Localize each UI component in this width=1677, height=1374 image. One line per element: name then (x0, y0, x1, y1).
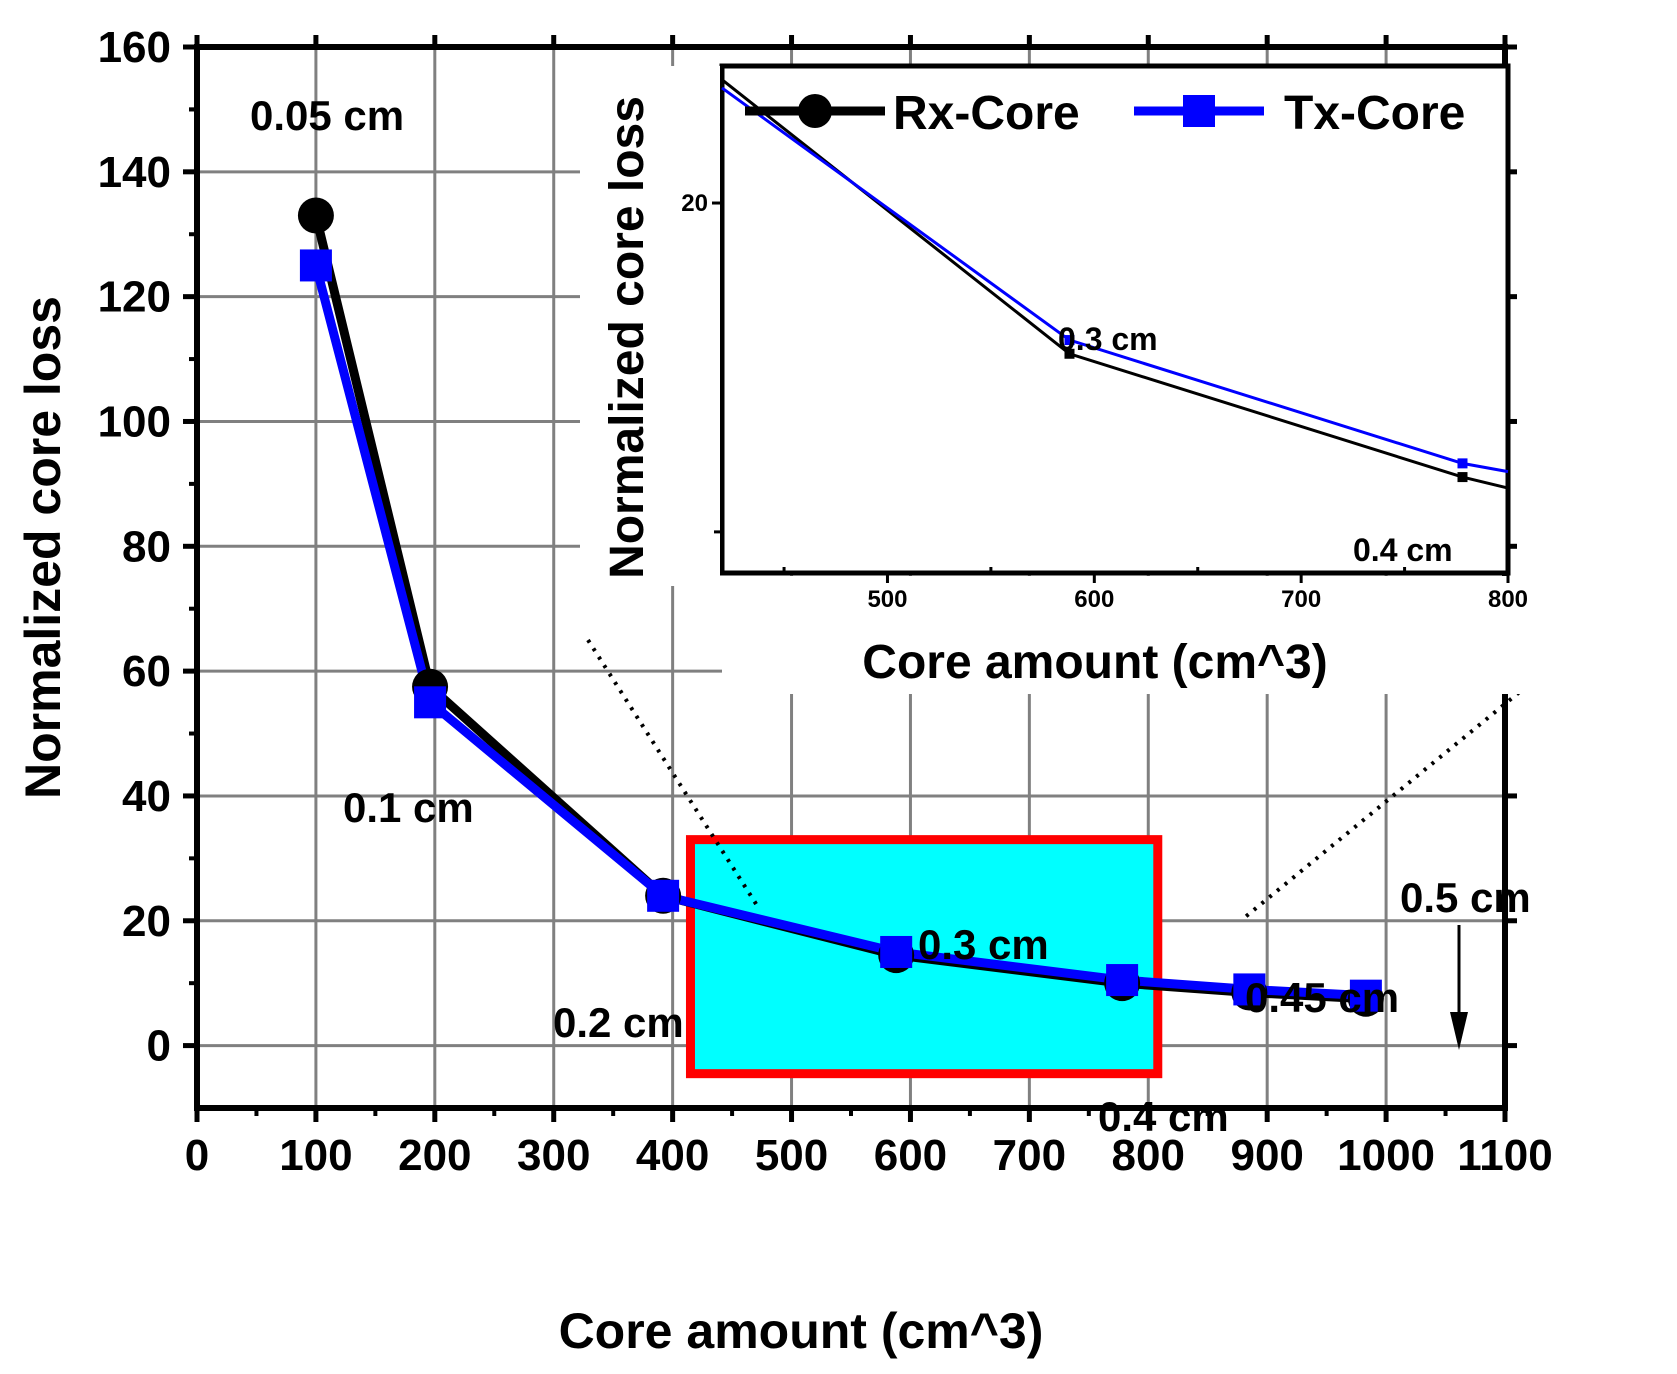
tx-core-point (1233, 973, 1266, 1006)
tx-core-point (880, 935, 913, 968)
inset-x-tick-label: 700 (1281, 586, 1321, 613)
inset-thickness-label: 0.3 cm (1058, 321, 1158, 357)
x-tick-label: 600 (874, 1131, 947, 1180)
inset-point-tx (1457, 458, 1468, 469)
zoom-line-left (586, 638, 760, 909)
inset-series-line-rx (721, 78, 1509, 490)
main-series (297, 197, 1384, 1017)
y-tick-label: 0 (147, 1022, 171, 1071)
tx-core-point (1106, 964, 1139, 997)
tx-core-point (647, 879, 680, 912)
y-tick-label: 20 (122, 897, 171, 946)
x-tick-label: 500 (755, 1131, 828, 1180)
arrow-head (1450, 1012, 1468, 1050)
tx-core-point (414, 686, 447, 719)
inset-y-axis-title: Normalized core loss (601, 96, 654, 579)
x-tick-label: 700 (993, 1131, 1066, 1180)
tx-core-point (1349, 979, 1382, 1012)
legend-marker-tx (1183, 95, 1215, 127)
x-tick-label: 200 (398, 1131, 471, 1180)
x-tick-label: 900 (1230, 1131, 1303, 1180)
y-tick-label: 80 (122, 522, 171, 571)
thickness-label: 0.5 cm (1400, 874, 1531, 921)
inset-frame (719, 63, 1511, 576)
x-tick-label: 800 (1112, 1131, 1185, 1180)
inset-point-rx (1064, 348, 1075, 359)
y-tick-label: 40 (122, 772, 171, 821)
x-tick-label: 1100 (1457, 1131, 1552, 1180)
thickness-label: 0.3 cm (918, 921, 1049, 968)
inset-thickness-label: 0.4 cm (1353, 532, 1453, 568)
inset-point-tx (1064, 335, 1075, 346)
x-tick-label: 100 (279, 1131, 352, 1180)
thickness-label: 0.2 cm (553, 999, 684, 1046)
inset-point-rx (1457, 472, 1468, 483)
inset-y-tick-label: 20 (681, 190, 708, 217)
thickness-label: 0.05 cm (250, 92, 404, 139)
y-axis-title: Normalized core loss (15, 296, 71, 799)
inset-x-tick-label: 600 (1074, 586, 1114, 613)
thickness-label: 0.1 cm (343, 784, 474, 831)
x-axis-title: Core amount (cm^3) (559, 1303, 1044, 1359)
thickness-label: 0.45 cm (1245, 974, 1399, 1021)
x-tick-label: 0 (185, 1131, 209, 1180)
legend-label-tx: Tx-Core (1284, 87, 1465, 140)
inset-x-tick-label: 500 (867, 586, 907, 613)
x-tick-label: 1000 (1337, 1131, 1435, 1180)
legend: Rx-Core Tx-Core (745, 87, 1465, 140)
inset-ylabel-bg (580, 66, 720, 586)
thickness-label: 0.4 cm (1098, 1093, 1229, 1140)
y-tick-label: 140 (98, 148, 171, 197)
x-tick-label: 400 (636, 1131, 709, 1180)
legend-marker-rx (798, 94, 832, 128)
tx-core-point (299, 249, 332, 282)
x-tick-label: 300 (517, 1131, 590, 1180)
y-tick-label: 120 (98, 273, 171, 322)
inset-chart: 500 600 700 800 20 Core amount (cm^3) Normaliz… (580, 63, 1562, 694)
zoom-connector-lines (586, 638, 1552, 920)
y-tick-label: 100 (98, 397, 171, 446)
y-tick-label: 60 (122, 647, 171, 696)
inset-x-tick-label: 800 (1488, 586, 1528, 613)
y-tick-label: 160 (98, 23, 171, 72)
inset-x-axis-title: Core amount (cm^3) (862, 636, 1327, 689)
inset-series-line-tx (721, 86, 1509, 474)
rx-core-point (297, 197, 334, 234)
main-annotations: 0.05 cm 0.1 cm 0.2 cm 0.3 cm 0.4 cm 0.45 cm 0.… (250, 92, 1531, 1140)
legend-label-rx: Rx-Core (893, 87, 1080, 140)
inset-xlabel-bg (722, 576, 1562, 694)
